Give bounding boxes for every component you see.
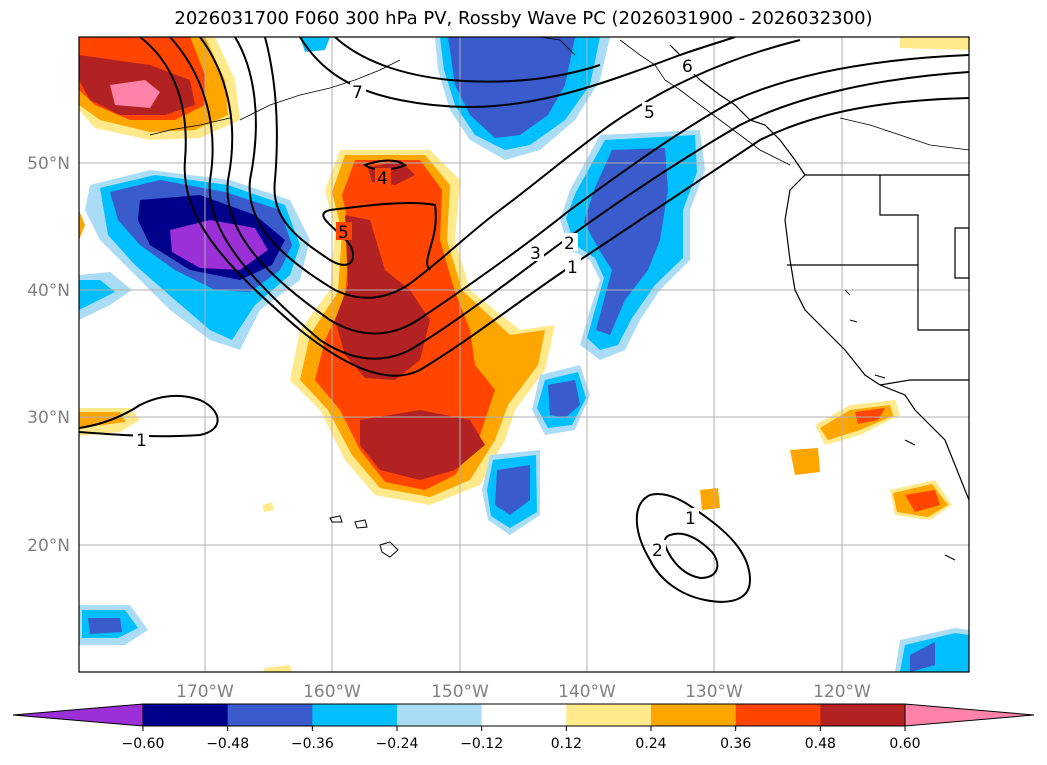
colorbar-tick-label: 0.12 bbox=[551, 736, 582, 752]
lon-tick-label: 120°W bbox=[813, 682, 871, 702]
lon-tick-label: 140°W bbox=[558, 682, 616, 702]
colorbar-segment bbox=[566, 704, 652, 726]
contour-label: 1 bbox=[685, 509, 696, 529]
lon-tick-labels: 170°W 160°W 150°W 140°W 130°W 120°W bbox=[176, 682, 871, 702]
contour-label: 5 bbox=[644, 103, 655, 123]
lon-tick-label: 170°W bbox=[176, 682, 234, 702]
contour-label: 2 bbox=[652, 541, 663, 561]
colorbar-tick-label: −0.12 bbox=[460, 736, 503, 752]
colorbar-extend-right bbox=[904, 703, 1035, 727]
lat-tick-label: 40°N bbox=[27, 281, 70, 301]
lon-tick-label: 160°W bbox=[303, 682, 361, 702]
colorbar-segment bbox=[227, 704, 313, 726]
colorbar-tick-label: 0.36 bbox=[720, 736, 751, 752]
colorbar-tick-label: −0.48 bbox=[206, 736, 249, 752]
coastlines bbox=[149, 37, 969, 561]
colorbar-tick-label: −0.24 bbox=[376, 736, 419, 752]
lon-tick-label: 150°W bbox=[431, 682, 489, 702]
contour-lines bbox=[79, 37, 969, 603]
contour-label: 5 bbox=[338, 223, 349, 243]
colorbar-ticks: −0.60 −0.48 −0.36 −0.24 −0.12 0.12 0.24 0.36 0.4… bbox=[122, 726, 921, 752]
map-frame bbox=[78, 36, 970, 673]
colorbar: −0.60 −0.48 −0.36 −0.24 −0.12 0.12 0.24 0.36 0.4… bbox=[12, 703, 1035, 752]
lon-tick-label: 130°W bbox=[685, 682, 743, 702]
colorbar-segment bbox=[143, 704, 229, 726]
contour-label: 2 bbox=[564, 234, 575, 254]
colorbar-segment bbox=[820, 704, 906, 726]
contour-label: 7 bbox=[352, 83, 363, 103]
colorbar-segment bbox=[312, 704, 398, 726]
colorbar-segments bbox=[13, 704, 1034, 726]
colorbar-segment bbox=[651, 704, 737, 726]
colorbar-extend-left bbox=[12, 703, 144, 727]
colorbar-segment bbox=[735, 704, 821, 726]
colorbar-tick-label: 0.60 bbox=[889, 736, 920, 752]
lat-tick-label: 30°N bbox=[27, 408, 70, 428]
shaded-field bbox=[79, 37, 969, 672]
colorbar-tick-label: −0.60 bbox=[122, 736, 165, 752]
lat-tick-label: 20°N bbox=[27, 536, 70, 556]
contour-label: 3 bbox=[530, 244, 541, 264]
colorbar-extend-right-fill bbox=[905, 704, 1034, 726]
colorbar-tick-label: 0.24 bbox=[635, 736, 666, 752]
colorbar-tick-label: −0.36 bbox=[291, 736, 334, 752]
gridlines bbox=[79, 37, 969, 672]
contour-label: 1 bbox=[567, 258, 578, 278]
colorbar-segment bbox=[481, 704, 567, 726]
contour-labels: 1 1 1 2 2 3 4 5 5 6 7 bbox=[133, 56, 699, 561]
map-title: 2026031700 F060 300 hPa PV, Rossby Wave … bbox=[174, 8, 873, 29]
contour-label: 4 bbox=[377, 169, 388, 189]
contour-label: 1 bbox=[136, 431, 147, 451]
contour-label: 6 bbox=[682, 57, 693, 77]
colorbar-extend-left-fill bbox=[13, 704, 143, 726]
lat-tick-label: 50°N bbox=[27, 154, 70, 174]
colorbar-segment bbox=[397, 704, 483, 726]
colorbar-tick-label: 0.48 bbox=[805, 736, 836, 752]
lat-tick-labels: 50°N 40°N 30°N 20°N bbox=[27, 154, 70, 556]
